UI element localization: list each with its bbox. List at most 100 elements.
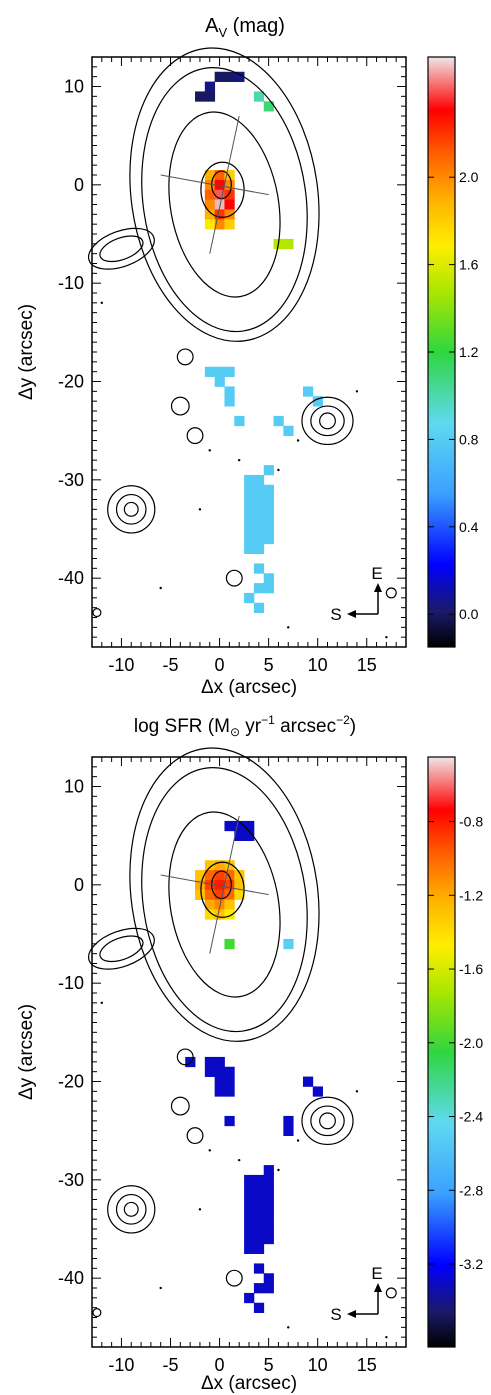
heatmap-pixel bbox=[224, 899, 235, 910]
noise-speck bbox=[237, 1158, 241, 1162]
heatmap-pixel bbox=[253, 1233, 265, 1245]
x-tick-label: -5 bbox=[162, 655, 178, 675]
heatmap-pixel bbox=[244, 830, 255, 841]
heatmap-pixel bbox=[263, 573, 274, 584]
isophote-contour bbox=[123, 501, 139, 517]
colorbar-tick-label: 0.0 bbox=[459, 606, 479, 622]
heatmap-pixel bbox=[224, 199, 235, 210]
plot-frame bbox=[91, 756, 407, 1348]
y-tick-label: -30 bbox=[58, 1170, 84, 1190]
x-tick-label: 15 bbox=[357, 1355, 377, 1375]
contour-layer bbox=[88, 747, 397, 1339]
heatmap-pixel bbox=[234, 820, 245, 832]
heatmap-pixel bbox=[312, 1086, 323, 1097]
x-tick-label: -10 bbox=[108, 1355, 134, 1375]
heatmap-pixel bbox=[204, 1056, 216, 1068]
noise-speck bbox=[159, 1286, 162, 1290]
heatmap-pixel bbox=[263, 1273, 274, 1284]
isophote-contour bbox=[129, 47, 320, 342]
heatmap-pixel bbox=[214, 209, 225, 220]
heatmap-pixel bbox=[253, 543, 265, 554]
heatmap-pixel bbox=[244, 543, 255, 554]
heatmap-pixel bbox=[253, 474, 265, 486]
heatmap-pixel bbox=[214, 1056, 225, 1068]
heatmap-pixel bbox=[185, 1056, 196, 1068]
x-tick-label: 15 bbox=[357, 655, 377, 675]
colorbar-tick-label: 1.6 bbox=[459, 257, 479, 273]
heatmap-pixel bbox=[224, 209, 235, 220]
compass: ES bbox=[330, 564, 382, 624]
heatmap-pixel bbox=[224, 219, 235, 230]
heatmap-pixel bbox=[253, 563, 265, 574]
heatmap-pixel bbox=[244, 820, 255, 832]
heatmap-pixel bbox=[253, 1194, 265, 1205]
heatmap-pixel bbox=[224, 909, 235, 920]
compass: ES bbox=[330, 1264, 382, 1324]
heatmap-pixel bbox=[263, 1224, 274, 1235]
heatmap-pixel bbox=[263, 484, 274, 495]
panel-av: AV (mag) -10 -5 0 5 10 15 10 0 -10 -20 -30 -40 Δx (… bbox=[16, 15, 479, 698]
heatmap-pixel bbox=[244, 504, 255, 515]
heatmap-pixel bbox=[204, 219, 216, 230]
heatmap-pixel bbox=[195, 889, 206, 900]
x-tick-label: 0 bbox=[215, 655, 225, 675]
isophote-contour bbox=[115, 1193, 147, 1225]
isophote-contour bbox=[99, 235, 144, 263]
noise-speck bbox=[100, 1001, 104, 1005]
heatmap-pixel bbox=[253, 1214, 265, 1225]
contour-layer bbox=[88, 47, 397, 639]
x-tick-label: 10 bbox=[308, 1355, 328, 1375]
heatmap-pixel bbox=[253, 602, 265, 613]
isophote-contour bbox=[385, 587, 397, 599]
heatmap-pixel bbox=[214, 909, 225, 920]
heatmap-pixel bbox=[224, 1086, 235, 1097]
isophote-contour bbox=[186, 427, 204, 445]
heatmap-pixel bbox=[253, 583, 265, 594]
heatmap-pixel bbox=[195, 879, 206, 891]
colorbar: -0.8 -1.2 -1.6 -2.0 -2.4 -2.8 -3.2 bbox=[427, 756, 483, 1348]
heatmap-pixel bbox=[244, 494, 255, 505]
heatmap-pixel bbox=[263, 1194, 274, 1205]
noise-speck bbox=[208, 449, 211, 452]
heatmap-pixel bbox=[244, 524, 255, 535]
y-tick-label: 0 bbox=[74, 875, 84, 895]
noise-speck bbox=[287, 1326, 290, 1329]
compass-north-label: E bbox=[371, 1264, 382, 1283]
heatmap-pixel bbox=[214, 1066, 225, 1077]
x-axis-label: Δx (arcsec) bbox=[201, 677, 297, 698]
pixel-layer bbox=[185, 820, 323, 1313]
heatmap-pixel bbox=[214, 1076, 225, 1087]
heatmap-pixel bbox=[263, 1283, 274, 1294]
colorbar: 2.0 1.6 1.2 0.8 0.4 0.0 bbox=[427, 56, 479, 648]
isophote-contour bbox=[88, 927, 155, 970]
heatmap-pixel bbox=[234, 415, 245, 427]
heatmap-pixel bbox=[253, 1204, 265, 1215]
heatmap-pixel bbox=[224, 366, 235, 377]
heatmap-pixel bbox=[224, 870, 235, 881]
heatmap-pixel bbox=[253, 1263, 265, 1274]
noise-speck bbox=[287, 626, 290, 629]
heatmap-pixel bbox=[312, 396, 323, 407]
heatmap-pixel bbox=[214, 889, 225, 900]
colorbar-tick-label: -2.4 bbox=[459, 1109, 483, 1125]
heatmap-pixel bbox=[224, 1066, 235, 1077]
compass-west-label: S bbox=[330, 1305, 341, 1324]
isophote-contour bbox=[92, 1308, 102, 1318]
isophote-contour bbox=[170, 396, 190, 416]
noise-speck bbox=[237, 458, 241, 462]
heatmap-pixel bbox=[253, 494, 265, 505]
panel-title: AV (mag) bbox=[205, 15, 285, 40]
noise-speck bbox=[296, 1139, 300, 1142]
colorbar-tick-label: -1.6 bbox=[459, 961, 483, 977]
isophote-contour bbox=[319, 1112, 336, 1130]
heatmap-pixel bbox=[263, 1165, 274, 1176]
heatmap-pixel bbox=[253, 1184, 265, 1195]
heatmap-pixel bbox=[204, 199, 216, 210]
slit-line bbox=[209, 115, 240, 254]
compass-west-arrowhead bbox=[347, 610, 356, 618]
compass-north-label: E bbox=[371, 564, 382, 583]
heatmap-pixel bbox=[253, 1283, 265, 1294]
noise-speck bbox=[296, 439, 300, 442]
heatmap-pixel bbox=[253, 524, 265, 535]
